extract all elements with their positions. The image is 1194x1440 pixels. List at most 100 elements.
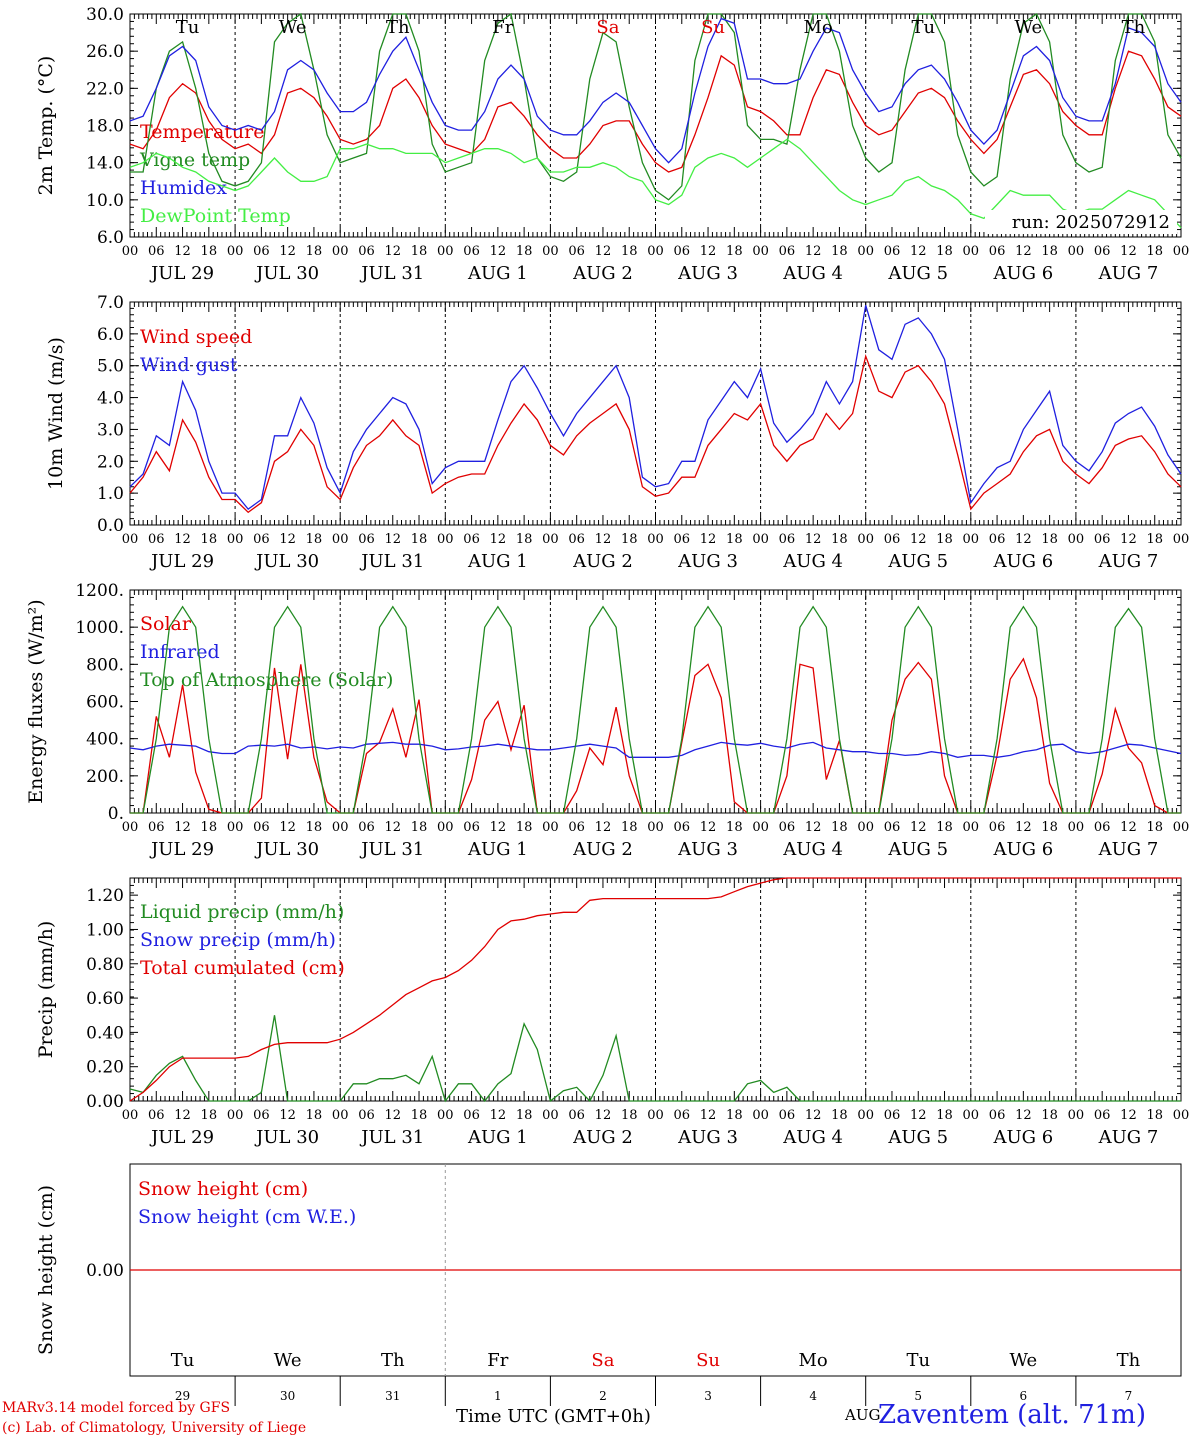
hour-tick-label: 12 — [174, 1108, 191, 1123]
date-label: AUG 1 — [467, 263, 528, 284]
hour-tick-label: 18 — [936, 820, 953, 835]
date-label: AUG 7 — [1098, 263, 1159, 284]
hour-tick-label: 06 — [989, 532, 1006, 547]
hour-tick-label: 00 — [122, 1108, 139, 1123]
hour-tick-label: 18 — [411, 244, 428, 259]
hour-tick-label: 12 — [805, 820, 822, 835]
plot-frame — [129, 589, 1182, 814]
hour-tick-label: 12 — [174, 244, 191, 259]
panel-2: 0.0 1.0 2.0 3.0 4.0 5.0 6.0 7.0 Wind speed Wind g… — [45, 293, 1189, 572]
hour-tick-label: 00 — [332, 244, 349, 259]
day-number: 7 — [1125, 1389, 1133, 1403]
hour-tick-label: 00 — [1068, 820, 1085, 835]
model-credit: MARv3.14 model forced by GFS — [2, 1400, 231, 1416]
hour-tick-label: 18 — [936, 532, 953, 547]
weekday-label: Su — [696, 1350, 720, 1371]
y-axis-label: 10m Wind (m/s) — [45, 337, 67, 490]
hour-tick-label: 12 — [1015, 1108, 1032, 1123]
hour-tick-label: 06 — [148, 532, 165, 547]
hour-tick-label: 18 — [831, 244, 848, 259]
hour-tick-label: 18 — [1041, 820, 1058, 835]
hour-tick-label: 12 — [1015, 244, 1032, 259]
hour-tick-label: 06 — [463, 244, 480, 259]
hour-tick-label: 12 — [910, 1108, 927, 1123]
day-number: 6 — [1020, 1389, 1028, 1403]
hour-tick-label: 06 — [779, 532, 796, 547]
hour-tick-label: 18 — [831, 820, 848, 835]
hour-tick-label: 12 — [595, 820, 612, 835]
hour-tick-label: 00 — [752, 532, 769, 547]
day-number: 29 — [175, 1389, 190, 1403]
y-tick-label: 7.0 — [97, 293, 124, 313]
hour-tick-label: 18 — [306, 820, 323, 835]
hour-tick-label: 12 — [279, 1108, 296, 1123]
weekday-label: Th — [386, 17, 410, 38]
weekday-label: Mo — [799, 1350, 828, 1371]
hour-tick-label: 00 — [857, 820, 874, 835]
day-number: 1 — [494, 1389, 502, 1403]
lab-credit: (c) Lab. of Climatology, University of L… — [2, 1420, 307, 1436]
panel-1: 6.0 10.0 14.0 18.0 22.0 26.0 30.0 Temperature Vi… — [35, 5, 1189, 284]
run-label: run: 2025072912 — [1012, 212, 1170, 233]
weekday-label: Fr — [492, 17, 513, 38]
weekday-label: Mo — [804, 17, 833, 38]
y-tick-label: 0.80 — [86, 955, 124, 975]
hour-tick-label: 18 — [516, 820, 533, 835]
y-axis-label: Precip (mm/h) — [35, 921, 57, 1059]
date-label: AUG 2 — [572, 551, 633, 572]
series-line-wind-gust — [129, 305, 1182, 510]
hour-tick-label: 06 — [568, 820, 585, 835]
hour-tick-label: 18 — [831, 532, 848, 547]
legend-entry: Vigne temp — [139, 149, 250, 171]
day-number: 31 — [385, 1389, 400, 1403]
series-line-humidex — [129, 17, 1182, 164]
hour-tick-label: 06 — [568, 244, 585, 259]
hour-tick-label: 18 — [621, 532, 638, 547]
y-tick-label: 6.0 — [97, 325, 124, 345]
hour-tick-label: 18 — [201, 532, 218, 547]
legend-entry: Humidex — [140, 177, 227, 199]
y-tick-label: 26.0 — [86, 42, 124, 62]
hour-tick-label: 18 — [201, 820, 218, 835]
hour-tick-label: 12 — [279, 820, 296, 835]
hour-tick-label: 12 — [384, 532, 401, 547]
hour-tick-label: 00 — [647, 820, 664, 835]
hour-tick-label: 00 — [542, 1108, 559, 1123]
y-tick-label: 0.40 — [86, 1023, 124, 1043]
date-label: AUG 4 — [782, 263, 843, 284]
hour-tick-label: 00 — [857, 244, 874, 259]
hour-tick-label: 00 — [1173, 244, 1190, 259]
y-tick-label: 400. — [86, 730, 124, 750]
hour-tick-label: 06 — [884, 1108, 901, 1123]
hour-tick-label: 18 — [306, 532, 323, 547]
date-label: JUL 29 — [149, 839, 214, 860]
hour-tick-label: 18 — [726, 244, 743, 259]
date-label: JUL 30 — [254, 839, 319, 860]
hour-tick-label: 12 — [384, 244, 401, 259]
hour-tick-label: 06 — [884, 532, 901, 547]
hour-tick-label: 18 — [621, 244, 638, 259]
y-tick-label: 1.20 — [86, 886, 124, 906]
hour-tick-label: 06 — [253, 1108, 270, 1123]
hour-tick-label: 00 — [1068, 1108, 1085, 1123]
hour-tick-label: 18 — [516, 244, 533, 259]
y-axis-label: Snow height (cm) — [35, 1185, 57, 1355]
y-tick-label: 6.0 — [97, 228, 124, 248]
y-tick-label: 1000. — [75, 618, 124, 638]
hour-tick-label: 00 — [227, 532, 244, 547]
hour-tick-label: 12 — [279, 532, 296, 547]
panel-3: 0. 200. 400. 600. 800. 1000. 1200. Solar Infrare… — [25, 581, 1189, 860]
y-axis-label: 2m Temp. (°C) — [35, 56, 57, 196]
y-tick-label: 10.0 — [86, 191, 124, 211]
legend-entry: Snow precip (mm/h) — [140, 929, 336, 951]
hour-tick-label: 12 — [595, 1108, 612, 1123]
hour-tick-label: 12 — [700, 532, 717, 547]
hour-tick-label: 00 — [647, 532, 664, 547]
hour-tick-label: 06 — [989, 244, 1006, 259]
hour-tick-label: 06 — [463, 820, 480, 835]
hour-tick-label: 06 — [779, 820, 796, 835]
y-tick-label: 200. — [86, 767, 124, 787]
hour-tick-label: 00 — [332, 1108, 349, 1123]
series-line-liquid-precip-mm-h- — [129, 1015, 1181, 1103]
